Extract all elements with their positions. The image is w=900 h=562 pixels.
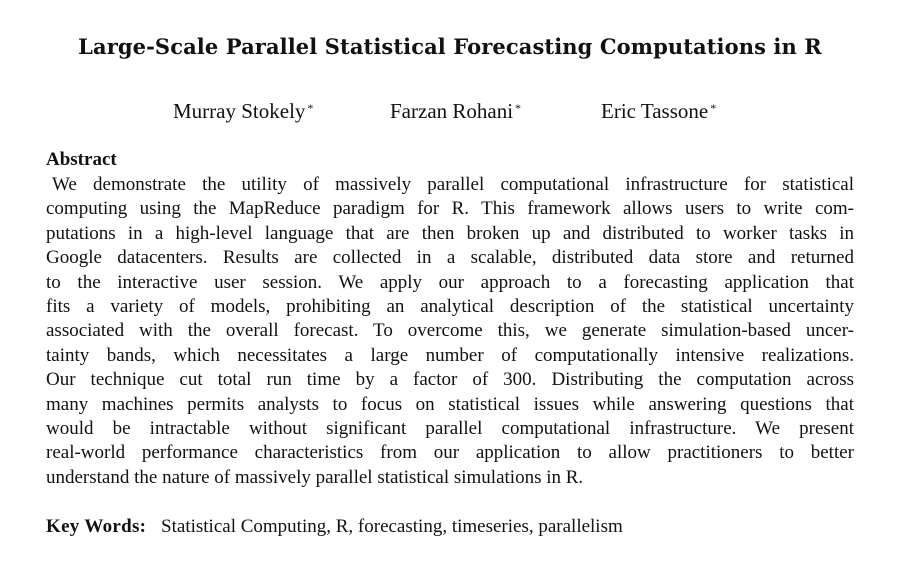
abstract-line: We demonstrate the utility of massively …	[52, 174, 854, 195]
affiliation-mark: *	[710, 101, 717, 115]
abstract-line: would be intractable without significant…	[46, 417, 854, 439]
keywords: Key Words: Statistical Computing, R, for…	[46, 516, 623, 538]
paper-title: Large-Scale Parallel Statistical Forecas…	[78, 34, 822, 59]
abstract-line: to the interactive user session. We appl…	[46, 271, 854, 293]
affiliation-mark: *	[515, 101, 522, 115]
abstract-line: fits a variety of models, prohibiting an…	[46, 295, 854, 317]
author-name-text: Murray Stokely	[173, 99, 306, 123]
abstract-line: many machines permits analysts to focus …	[46, 393, 854, 415]
abstract-heading: Abstract	[46, 149, 117, 170]
author-name: Murray Stokely *	[173, 99, 313, 124]
author-name-text: Farzan Rohani	[390, 99, 514, 123]
author-name: Eric Tassone *	[601, 99, 716, 124]
abstract-line: Google datacenters. Results are collecte…	[46, 247, 854, 269]
affiliation-mark: *	[307, 101, 314, 115]
author-name-text: Eric Tassone	[601, 99, 709, 123]
abstract-line: Our technique cut total run time by a fa…	[46, 369, 854, 391]
abstract-body: We demonstrate the utility of massively …	[46, 173, 854, 490]
author-name: Farzan Rohani *	[390, 99, 521, 124]
abstract-line: computing using the MapReduce paradigm f…	[46, 198, 854, 220]
keywords-text: Statistical Computing, R, forecasting, t…	[161, 516, 623, 537]
abstract-line: tainty bands, which necessitates a large…	[46, 344, 854, 366]
abstract-line: real-world performance characteristics f…	[46, 442, 854, 464]
abstract-line: understand the nature of massively paral…	[46, 466, 584, 488]
keywords-label: Key Words:	[46, 516, 147, 537]
abstract-line: associated with the overall forecast. To…	[46, 320, 854, 342]
abstract-line: putations in a high-level language that …	[46, 222, 854, 244]
